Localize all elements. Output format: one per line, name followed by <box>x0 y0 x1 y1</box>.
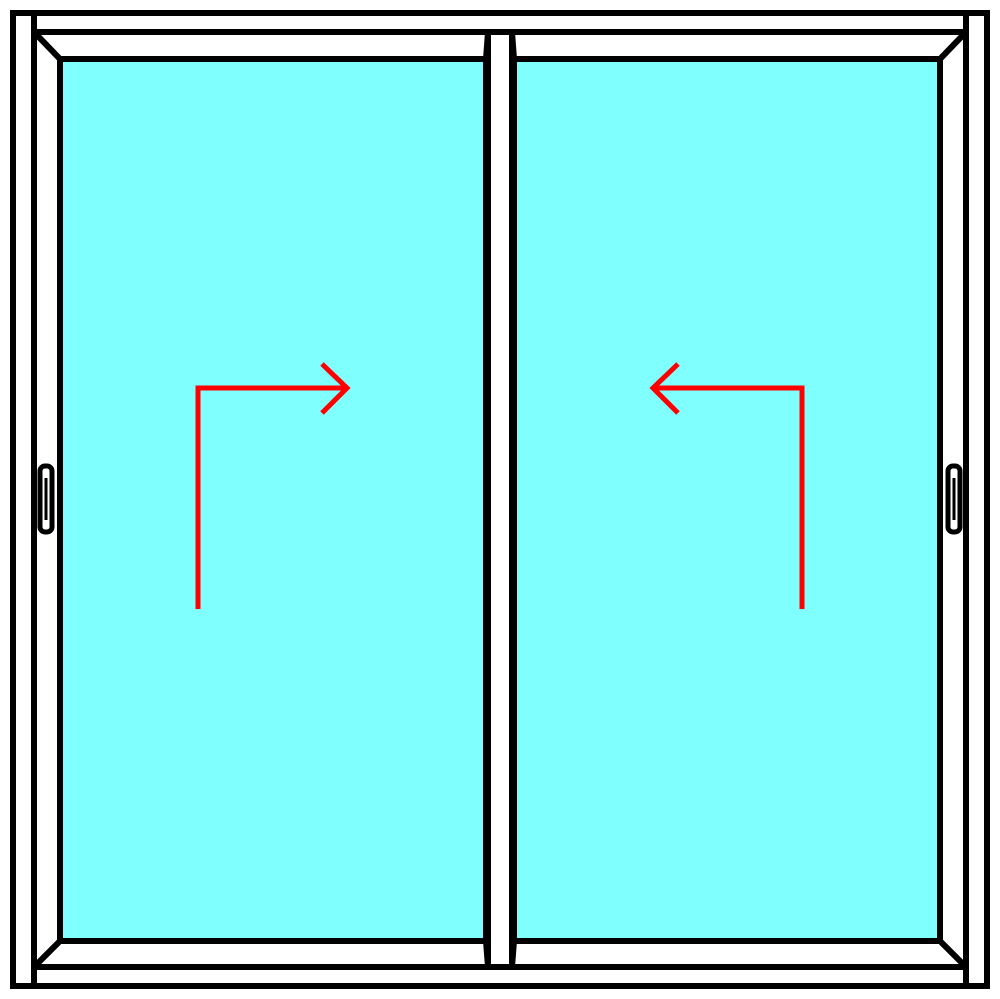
mitre-corner-left-2 <box>31 938 63 970</box>
sash-right <box>509 29 969 970</box>
mitre-corner-right-1 <box>937 29 969 62</box>
arrow-shaft-left <box>195 385 347 609</box>
arrow-head-right <box>649 362 680 415</box>
mitre-corner-left-1 <box>483 31 491 60</box>
glass-pane-left <box>57 56 489 944</box>
mitre-corner-right-0 <box>509 31 517 60</box>
glass-pane-right <box>511 56 943 944</box>
handle-icon-left <box>37 463 55 535</box>
mitre-corner-left-0 <box>31 29 63 62</box>
arrow-shaft-right <box>653 385 805 609</box>
mitre-corner-right-2 <box>509 940 517 968</box>
mitre-corner-right-3 <box>937 938 969 970</box>
mitre-corner-left-3 <box>483 940 491 968</box>
l-shaped-right-arrow <box>195 362 351 609</box>
arrow-head-left <box>320 362 351 415</box>
l-shaped-left-arrow <box>649 362 805 609</box>
handle-icon-right <box>945 463 963 535</box>
sash-left <box>31 29 491 970</box>
